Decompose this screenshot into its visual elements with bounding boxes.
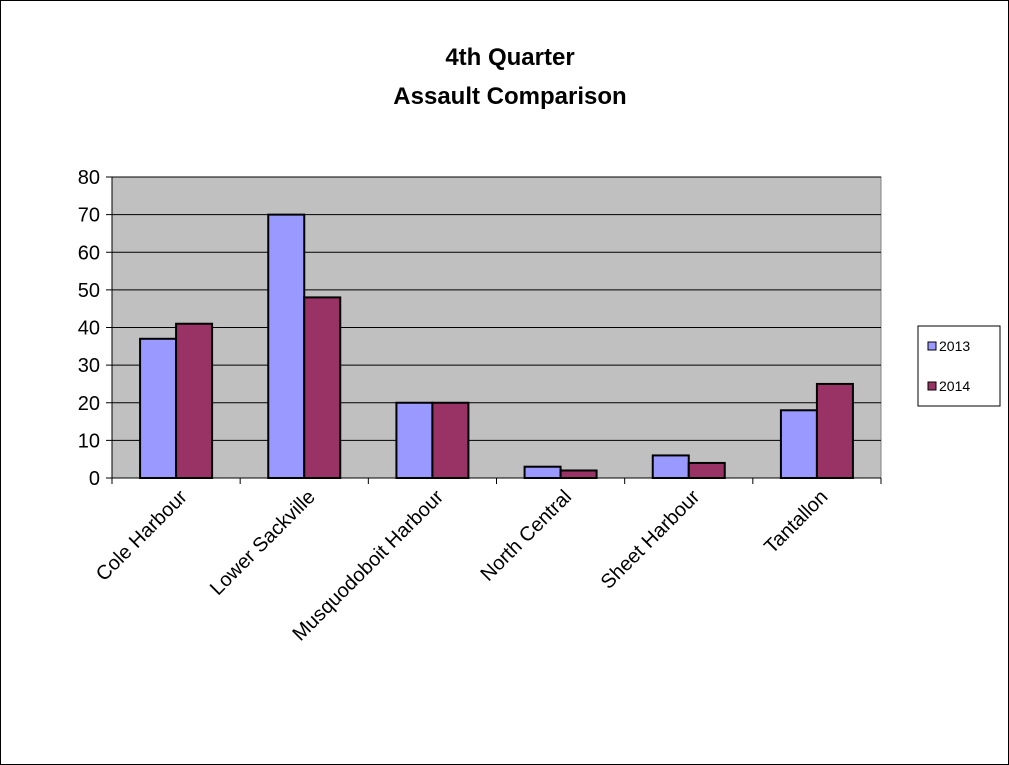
- y-tick-label: 20: [78, 393, 100, 415]
- x-category-label: Sheet Harbour: [597, 486, 705, 594]
- bar-2013-cole-harbour: [139, 337, 178, 479]
- legend-label-2013: 2013: [939, 338, 970, 354]
- x-category-label: Tantallon: [760, 486, 832, 558]
- x-category-label: Cole Harbour: [92, 486, 192, 586]
- x-category-label: Musquodoboit Harbour: [289, 486, 449, 646]
- y-tick-label: 80: [78, 167, 100, 189]
- bar-2014-tantallon: [815, 382, 854, 479]
- bar-2013-sheet-harbour: [651, 454, 690, 479]
- bar-2014-cole-harbour: [175, 322, 214, 479]
- y-tick-label: 0: [89, 468, 100, 490]
- bar-2014-lower-sackville: [303, 296, 342, 479]
- y-tick-label: 40: [78, 318, 100, 340]
- legend-swatch-2013: [927, 341, 937, 351]
- chart-title-line-2: Assault Comparison: [393, 83, 626, 110]
- y-tick-label: 30: [78, 355, 100, 377]
- y-tick-label: 10: [78, 430, 100, 452]
- bar-2013-musquodoboit-harbour: [395, 401, 434, 479]
- legend-label-2014: 2014: [939, 378, 970, 394]
- bar-2013-tantallon: [779, 409, 818, 479]
- legend-swatch-2014: [927, 381, 937, 391]
- y-tick-label: 60: [78, 242, 100, 264]
- bar-2014-musquodoboit-harbour: [431, 401, 470, 479]
- y-tick-label: 70: [78, 205, 100, 227]
- legend-box: [917, 325, 1001, 407]
- bar-2014-north-central: [559, 469, 598, 480]
- y-tick-label: 50: [78, 280, 100, 302]
- x-category-label: Lower Sackville: [206, 486, 320, 600]
- x-category-label: North Central: [476, 486, 576, 586]
- plot-area: 0 10 20 30 40 50 60 70 80 Cole Harbour Lower Sackv…: [78, 167, 882, 646]
- bar-2013-lower-sackville: [267, 213, 306, 479]
- chart-title-line-1: 4th Quarter: [445, 44, 574, 71]
- legend: 2013 2014: [917, 325, 1001, 407]
- bar-2013-north-central: [523, 465, 562, 479]
- bar-2014-sheet-harbour: [687, 461, 726, 480]
